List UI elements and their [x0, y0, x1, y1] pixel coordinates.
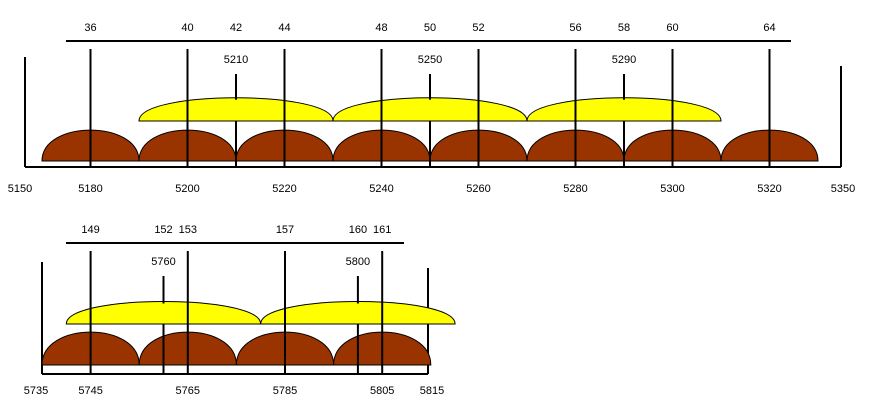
band-left-edge-label: 5735	[24, 385, 48, 397]
channel-40mhz-frequency: 5210	[224, 54, 248, 66]
channel-40mhz-frequency: 5800	[346, 256, 370, 268]
channel-20mhz-number: 48	[375, 22, 387, 34]
channel-20mhz-number: 64	[763, 22, 775, 34]
channel-20mhz-frequency: 5260	[466, 183, 490, 195]
channel-40mhz-dome	[332, 97, 528, 122]
channel-20mhz-number: 36	[84, 22, 96, 34]
channel-40mhz-number: 152	[154, 224, 172, 236]
channel-20mhz-number: 40	[181, 22, 193, 34]
band-left-edge-label: 5150	[8, 183, 32, 195]
channel-20mhz-frequency: 5765	[176, 385, 200, 397]
channel-20mhz-frequency: 5745	[78, 385, 102, 397]
channel-20mhz-frequency: 5300	[660, 183, 684, 195]
channel-40mhz-frequency: 5290	[612, 54, 636, 66]
channel-20mhz-frequency: 5320	[757, 183, 781, 195]
band-right-edge-label: 5350	[831, 183, 855, 195]
channel-40mhz-frequency: 5250	[418, 54, 442, 66]
channel-20mhz-number: 161	[373, 224, 391, 236]
channel-40mhz-dome	[260, 301, 456, 325]
channel-20mhz-number: 153	[179, 224, 197, 236]
channel-40mhz-dome	[138, 97, 334, 122]
channel-40mhz-dome	[65, 301, 262, 325]
channel-40mhz-number: 58	[618, 22, 630, 34]
channel-20mhz-number: 44	[278, 22, 290, 34]
channel-40mhz-dome	[526, 97, 722, 122]
channel-40mhz-number: 50	[424, 22, 436, 34]
channel-20mhz-frequency: 5240	[369, 183, 393, 195]
channel-20mhz-frequency: 5220	[272, 183, 296, 195]
channel-40mhz-number: 160	[349, 224, 367, 236]
channel-20mhz-number: 60	[666, 22, 678, 34]
channel-20mhz-frequency: 5785	[273, 385, 297, 397]
channel-20mhz-frequency: 5280	[563, 183, 587, 195]
channel-20mhz-number: 56	[569, 22, 581, 34]
channel-20mhz-number: 52	[472, 22, 484, 34]
channel-20mhz-frequency: 5200	[175, 183, 199, 195]
channel-40mhz-number: 42	[230, 22, 242, 34]
band-upper-group: 149 5745 153 5765 157 5785 161 5805 152 5760 160 58…	[24, 224, 456, 397]
band-lower-group: 36 5180 40 5200 44 5220 48 5240 52 5260 56 5280 60 53…	[8, 22, 855, 195]
band-right-edge-label: 5815	[420, 385, 444, 397]
channel-20mhz-number: 157	[276, 224, 294, 236]
channel-20mhz-number: 149	[81, 224, 99, 236]
channel-20mhz-frequency: 5180	[78, 183, 102, 195]
channel-20mhz-frequency: 5805	[370, 385, 394, 397]
channel-40mhz-frequency: 5760	[151, 256, 175, 268]
